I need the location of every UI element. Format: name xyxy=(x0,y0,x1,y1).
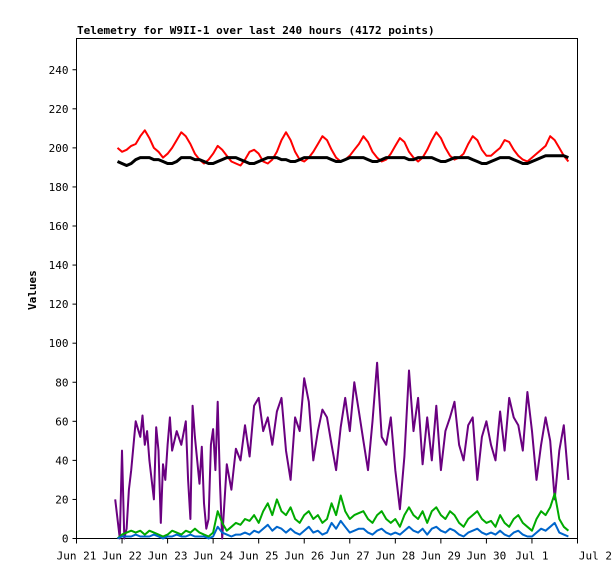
y-tick-label: 200 xyxy=(49,142,69,155)
y-tick-label: 140 xyxy=(49,259,69,272)
y-tick-label: 100 xyxy=(49,337,69,350)
x-axis-ticks: Jun 21 Jun 22 Jun 23 Jun 24 Jun 25 Jun 26 Jun … xyxy=(57,538,612,563)
plot-frame xyxy=(76,38,578,539)
series-layer xyxy=(114,129,570,540)
series-line-2 xyxy=(114,361,570,540)
series-line-4 xyxy=(117,519,569,540)
y-axis-ticks: 0 20 40 60 80 100 120 140 160 180 200 220 240 xyxy=(49,64,77,546)
x-tick-label: Jun 26 xyxy=(284,550,324,563)
x-tick-label: Jun 30 xyxy=(467,550,507,563)
y-tick-label: 120 xyxy=(49,298,69,311)
x-tick-label: Jun 23 xyxy=(148,550,188,563)
x-tick-label: Jul 2 xyxy=(579,550,612,563)
y-tick-label: 60 xyxy=(55,415,68,428)
x-tick-label: Jun 29 xyxy=(421,550,461,563)
series-line-3 xyxy=(116,492,570,540)
y-tick-label: 180 xyxy=(49,181,69,194)
y-tick-label: 20 xyxy=(55,493,68,506)
x-tick-label: Jun 27 xyxy=(330,550,370,563)
y-tick-label: 80 xyxy=(55,376,68,389)
x-tick-label: Jul 1 xyxy=(515,550,548,563)
x-tick-label: Jun 24 xyxy=(193,550,233,563)
y-tick-label: 40 xyxy=(55,454,68,467)
y-tick-label: 220 xyxy=(49,103,69,116)
x-tick-label: Jun 21 xyxy=(57,550,97,563)
chart-title: Telemetry for W9II-1 over last 240 hours… xyxy=(77,24,435,37)
x-tick-label: Jun 22 xyxy=(102,550,142,563)
x-tick-label: Jun 25 xyxy=(239,550,279,563)
y-tick-label: 240 xyxy=(49,64,69,77)
x-tick-label: Jun 28 xyxy=(375,550,415,563)
y-tick-label: 160 xyxy=(49,220,69,233)
y-tick-label: 0 xyxy=(62,533,69,546)
series-line-1 xyxy=(116,154,569,167)
